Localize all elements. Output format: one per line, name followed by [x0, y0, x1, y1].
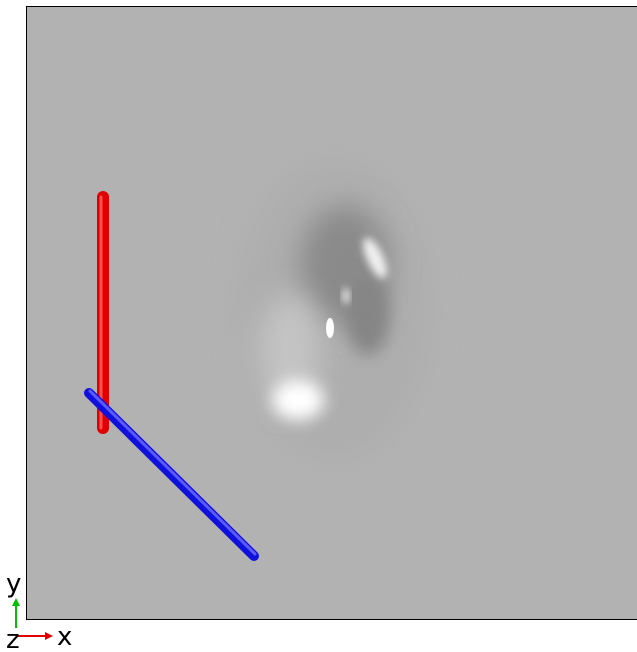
page: y z x (() => { const data = JSON.parse(d…	[0, 0, 637, 652]
field-blob	[240, 160, 430, 460]
x-arrowhead	[45, 632, 53, 640]
viewer: y z x	[0, 0, 637, 652]
y-label: y	[6, 569, 21, 599]
x-label: x	[57, 622, 72, 652]
y-arrowhead	[12, 598, 20, 606]
z-label: z	[6, 625, 20, 652]
